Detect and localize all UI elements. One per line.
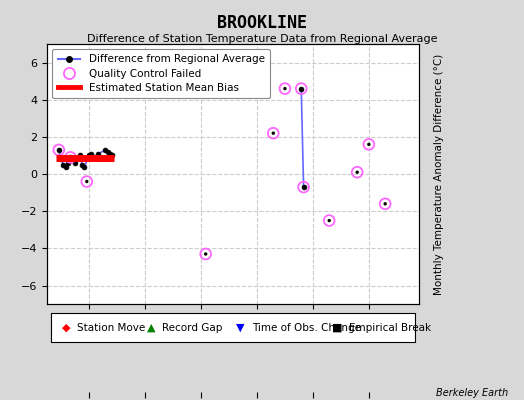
Point [66, 154, 74, 160]
Point [381, 201, 389, 207]
Legend: Difference from Regional Average, Quality Control Failed, Estimated Station Mean: Difference from Regional Average, Qualit… [52, 49, 270, 98]
Point [269, 130, 277, 136]
Point [244, 82, 252, 88]
Point [325, 217, 333, 224]
Text: ■: ■ [332, 323, 343, 333]
Text: ◆: ◆ [61, 323, 70, 333]
Point [325, 217, 333, 224]
Text: Record Gap: Record Gap [162, 323, 223, 333]
Point [353, 169, 362, 176]
Point [365, 141, 373, 148]
Point [297, 85, 305, 92]
Point [381, 201, 389, 207]
Text: Berkeley Earth: Berkeley Earth [436, 388, 508, 398]
Point [66, 154, 74, 160]
Point [299, 184, 308, 190]
Text: ▲: ▲ [147, 323, 156, 333]
Y-axis label: Monthly Temperature Anomaly Difference (°C): Monthly Temperature Anomaly Difference (… [434, 54, 444, 295]
Text: BROOKLINE: BROOKLINE [217, 14, 307, 32]
Point [353, 169, 362, 176]
Point [202, 251, 210, 257]
Point [244, 82, 252, 88]
Point [299, 184, 308, 190]
Point [281, 85, 289, 92]
Point [54, 147, 63, 153]
Point [54, 147, 63, 153]
Point [297, 85, 305, 92]
Point [83, 178, 91, 185]
Text: Station Move: Station Move [77, 323, 145, 333]
Point [365, 141, 373, 148]
Text: Empirical Break: Empirical Break [348, 323, 431, 333]
Point [202, 251, 210, 257]
Point [269, 130, 277, 136]
Point [281, 85, 289, 92]
Text: Time of Obs. Change: Time of Obs. Change [252, 323, 361, 333]
Point [83, 178, 91, 185]
Text: ▼: ▼ [236, 323, 245, 333]
Text: Difference of Station Temperature Data from Regional Average: Difference of Station Temperature Data f… [87, 34, 437, 44]
